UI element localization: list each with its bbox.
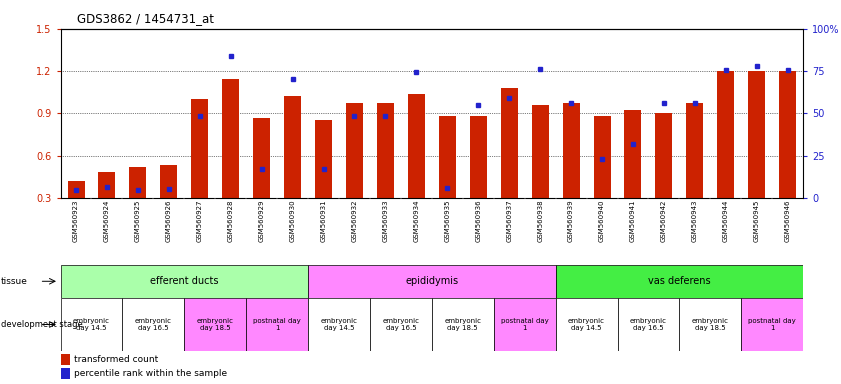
- Bar: [617, 298, 680, 351]
- Bar: [222, 79, 239, 198]
- Text: GSM560943: GSM560943: [692, 200, 698, 242]
- Text: GSM560934: GSM560934: [414, 200, 420, 242]
- Bar: [253, 118, 270, 198]
- Text: embryonic
day 16.5: embryonic day 16.5: [135, 318, 172, 331]
- Text: embryonic
day 16.5: embryonic day 16.5: [630, 318, 667, 331]
- Text: efferent ducts: efferent ducts: [150, 276, 219, 286]
- Bar: [717, 71, 734, 198]
- Text: postnatal day
1: postnatal day 1: [253, 318, 301, 331]
- Text: tissue: tissue: [1, 277, 28, 286]
- Text: GSM560923: GSM560923: [73, 200, 79, 242]
- Bar: [625, 111, 642, 198]
- Text: GSM560931: GSM560931: [320, 200, 326, 242]
- Bar: [67, 181, 85, 198]
- Bar: [408, 94, 425, 198]
- Bar: [98, 172, 115, 198]
- Bar: [686, 103, 703, 198]
- Bar: [308, 265, 556, 298]
- Bar: [246, 298, 308, 351]
- Text: transformed count: transformed count: [74, 355, 158, 364]
- Text: GSM560944: GSM560944: [722, 200, 729, 242]
- Bar: [431, 298, 494, 351]
- Bar: [779, 71, 796, 198]
- Text: development stage: development stage: [1, 320, 82, 329]
- Text: embryonic
day 14.5: embryonic day 14.5: [320, 318, 357, 331]
- Bar: [308, 298, 370, 351]
- Bar: [315, 120, 332, 198]
- Text: GSM560946: GSM560946: [785, 200, 791, 242]
- Text: embryonic
day 18.5: embryonic day 18.5: [444, 318, 481, 331]
- Bar: [123, 298, 184, 351]
- Text: GSM560927: GSM560927: [197, 200, 203, 242]
- Text: GSM560938: GSM560938: [537, 200, 543, 242]
- Bar: [532, 105, 548, 198]
- Text: GDS3862 / 1454731_at: GDS3862 / 1454731_at: [77, 12, 214, 25]
- Bar: [61, 368, 70, 379]
- Text: GSM560929: GSM560929: [259, 200, 265, 242]
- Bar: [680, 298, 741, 351]
- Text: GSM560942: GSM560942: [661, 200, 667, 242]
- Text: GSM560937: GSM560937: [506, 200, 512, 242]
- Text: GSM560936: GSM560936: [475, 200, 481, 242]
- Bar: [500, 88, 518, 198]
- Bar: [377, 103, 394, 198]
- Bar: [284, 96, 301, 198]
- Text: GSM560945: GSM560945: [754, 200, 759, 242]
- Text: embryonic
day 16.5: embryonic day 16.5: [383, 318, 420, 331]
- Bar: [494, 298, 556, 351]
- Bar: [61, 265, 308, 298]
- Text: GSM560932: GSM560932: [352, 200, 357, 242]
- Bar: [439, 116, 456, 198]
- Text: GSM560930: GSM560930: [289, 200, 296, 242]
- Text: GSM560940: GSM560940: [599, 200, 605, 242]
- Text: GSM560941: GSM560941: [630, 200, 636, 242]
- Bar: [370, 298, 431, 351]
- Bar: [470, 116, 487, 198]
- Text: postnatal day
1: postnatal day 1: [500, 318, 548, 331]
- Text: GSM560924: GSM560924: [104, 200, 110, 242]
- Text: vas deferens: vas deferens: [648, 276, 711, 286]
- Text: embryonic
day 18.5: embryonic day 18.5: [197, 318, 234, 331]
- Text: GSM560926: GSM560926: [166, 200, 172, 242]
- Bar: [556, 265, 803, 298]
- Text: postnatal day
1: postnatal day 1: [748, 318, 796, 331]
- Bar: [563, 103, 579, 198]
- Text: percentile rank within the sample: percentile rank within the sample: [74, 369, 227, 378]
- Text: GSM560933: GSM560933: [383, 200, 389, 242]
- Text: epididymis: epididymis: [405, 276, 458, 286]
- Bar: [748, 71, 765, 198]
- Bar: [191, 99, 209, 198]
- Text: GSM560939: GSM560939: [568, 200, 574, 242]
- Bar: [161, 166, 177, 198]
- Text: embryonic
day 14.5: embryonic day 14.5: [73, 318, 110, 331]
- Text: embryonic
day 14.5: embryonic day 14.5: [568, 318, 605, 331]
- Bar: [655, 113, 673, 198]
- Text: GSM560935: GSM560935: [444, 200, 450, 242]
- Text: GSM560925: GSM560925: [135, 200, 141, 242]
- Bar: [741, 298, 803, 351]
- Bar: [556, 298, 617, 351]
- Text: GSM560928: GSM560928: [228, 200, 234, 242]
- Bar: [346, 103, 363, 198]
- Bar: [61, 354, 70, 365]
- Text: embryonic
day 18.5: embryonic day 18.5: [692, 318, 729, 331]
- Bar: [594, 116, 611, 198]
- Bar: [130, 167, 146, 198]
- Bar: [61, 298, 123, 351]
- Bar: [184, 298, 246, 351]
